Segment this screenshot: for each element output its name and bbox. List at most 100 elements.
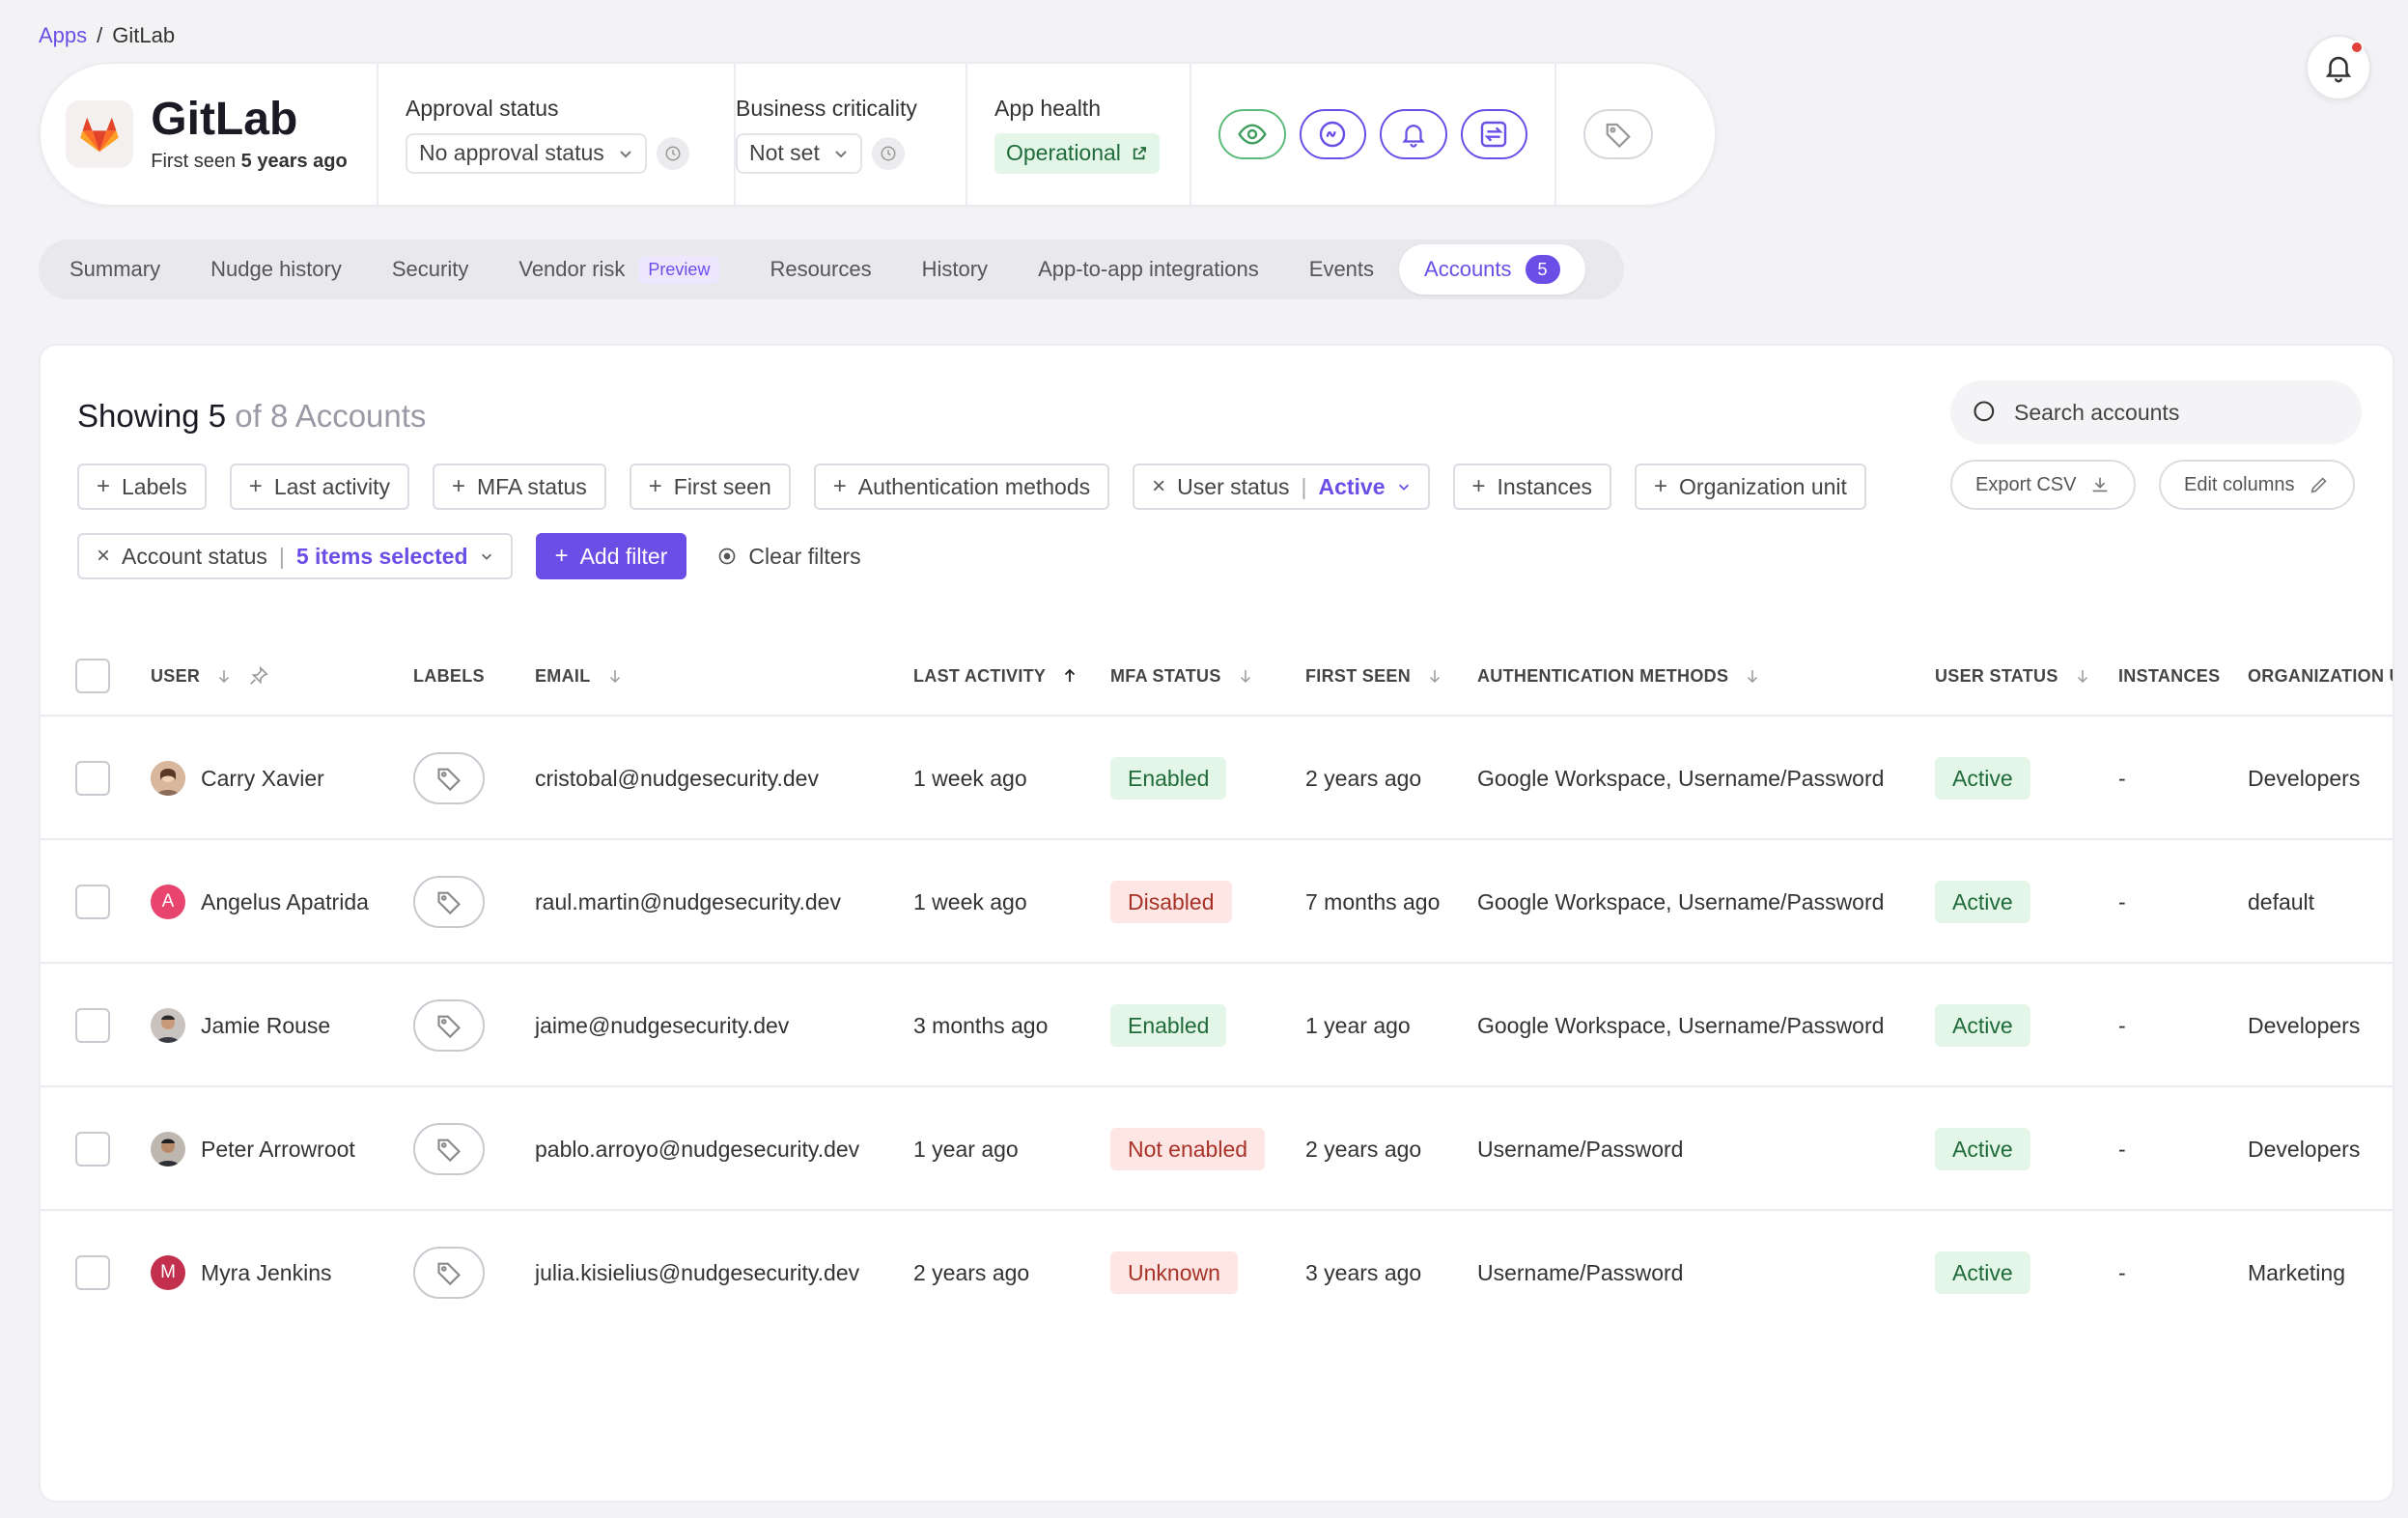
breadcrumb-apps-link[interactable]: Apps <box>39 23 88 47</box>
tab-resources[interactable]: Resources <box>770 257 872 281</box>
user-cell[interactable]: A Angelus Apatrida <box>151 840 369 964</box>
last-activity-cell: 1 week ago <box>913 888 1027 914</box>
filter-first-seen[interactable]: + First seen <box>629 464 791 510</box>
external-link-icon <box>1133 146 1146 159</box>
filter-last-activity[interactable]: + Last activity <box>229 464 409 510</box>
approval-status-section: Approval status No approval status <box>378 64 736 205</box>
tag-icon <box>437 768 461 792</box>
add-label-button[interactable] <box>413 1247 485 1299</box>
select-all-checkbox[interactable] <box>75 659 110 693</box>
column-user[interactable]: USER <box>151 635 269 717</box>
download-icon <box>2093 477 2108 492</box>
avatar <box>151 761 185 796</box>
alert-button[interactable] <box>1380 109 1447 159</box>
tab-nudge-history[interactable]: Nudge history <box>210 257 342 281</box>
add-label-button[interactable] <box>413 999 485 1052</box>
edit-columns-button[interactable]: Edit columns <box>2159 460 2355 510</box>
column-mfa-status[interactable]: MFA STATUS <box>1110 635 1254 717</box>
filter-instances[interactable]: + Instances <box>1452 464 1611 510</box>
org-unit-cell: Marketing <box>2248 1259 2345 1285</box>
labels-cell <box>413 717 485 840</box>
column-organization-unit: ORGANIZATION U <box>2248 665 2394 686</box>
last-activity-cell: 1 week ago <box>913 765 1027 791</box>
table-row[interactable]: Peter Arrowroot pablo.arroyo@nudgesecuri… <box>41 1087 2393 1211</box>
clear-filters-button[interactable]: Clear filters <box>710 533 869 579</box>
add-label-button[interactable] <box>1583 109 1653 159</box>
add-filter-button[interactable]: + Add filter <box>535 533 687 579</box>
auth-methods-cell: Username/Password <box>1477 1259 1684 1285</box>
table-row[interactable]: M Myra Jenkins julia.kisielius@nudgesecu… <box>41 1211 2393 1335</box>
user-cell[interactable]: Peter Arrowroot <box>151 1087 355 1211</box>
close-icon[interactable]: × <box>97 543 111 569</box>
sort-arrow-down-icon <box>2077 670 2087 684</box>
tab-security[interactable]: Security <box>391 257 469 281</box>
notification-dot <box>2350 41 2364 54</box>
business-criticality-select[interactable]: Not set <box>736 132 862 174</box>
row-checkbox[interactable] <box>75 1132 110 1167</box>
export-csv-button[interactable]: Export CSV <box>1950 460 2137 510</box>
search-accounts-input[interactable]: Search accounts <box>1950 380 2362 444</box>
tag-icon <box>1606 123 1631 149</box>
add-label-button[interactable] <box>413 752 485 804</box>
user-cell[interactable]: Jamie Rouse <box>151 964 330 1087</box>
filter-row-2: × Account status | 5 items selected + Add f… <box>77 533 869 579</box>
filter-organization-unit[interactable]: + Organization unit <box>1635 464 1866 510</box>
row-checkbox[interactable] <box>75 885 110 919</box>
table-row[interactable]: A Angelus Apatrida raul.martin@nudgesecu… <box>41 840 2393 964</box>
column-user-status[interactable]: USER STATUS <box>1935 635 2091 717</box>
nudge-button[interactable] <box>1299 109 1366 159</box>
tag-icon <box>437 1015 461 1039</box>
swap-icon <box>1481 121 1507 148</box>
user-cell[interactable]: M Myra Jenkins <box>151 1211 331 1335</box>
bell-icon <box>2325 56 2352 83</box>
filter-authentication-methods[interactable]: + Authentication methods <box>813 464 1110 510</box>
tab-accounts[interactable]: Accounts 5 <box>1399 244 1585 295</box>
table-row[interactable]: Carry Xavier cristobal@nudgesecurity.dev… <box>41 717 2393 840</box>
app-identity: GitLab First seen 5 years ago <box>41 64 378 205</box>
row-checkbox[interactable] <box>75 761 110 796</box>
integrations-button[interactable] <box>1460 109 1527 159</box>
user-status-cell: Active <box>1935 964 2030 1087</box>
tab-vendor-risk[interactable]: Vendor risk Preview <box>493 244 744 295</box>
table-row[interactable]: Jamie Rouse jaime@nudgesecurity.dev 3 mo… <box>41 964 2393 1087</box>
mfa-status-badge: Not enabled <box>1110 1128 1266 1170</box>
row-checkbox[interactable] <box>75 1255 110 1290</box>
first-seen-cell: 2 years ago <box>1305 1136 1422 1162</box>
app-health-status[interactable]: Operational <box>994 132 1160 174</box>
avatar <box>151 1132 185 1167</box>
filter-mfa-status[interactable]: + MFA status <box>432 464 606 510</box>
column-authentication-methods[interactable]: AUTHENTICATION METHODS <box>1477 635 1761 717</box>
auth-methods-cell: Google Workspace, Username/Password <box>1477 765 1885 791</box>
filter-user-status[interactable]: × User status | Active <box>1133 464 1430 510</box>
avatar <box>151 1008 185 1043</box>
approval-status-select[interactable]: No approval status <box>406 132 647 174</box>
pin-icon[interactable] <box>248 665 269 687</box>
user-cell[interactable]: Carry Xavier <box>151 717 324 840</box>
row-checkbox[interactable] <box>75 1008 110 1043</box>
filter-labels[interactable]: + Labels <box>77 464 207 510</box>
last-activity-cell: 2 years ago <box>913 1259 1030 1285</box>
close-icon[interactable]: × <box>1152 473 1166 499</box>
notifications-button[interactable] <box>2306 35 2371 100</box>
column-email[interactable]: EMAIL <box>535 635 624 717</box>
add-label-button[interactable] <box>413 1123 485 1175</box>
results-summary: Showing 5 of 8 Accounts <box>77 398 427 434</box>
column-last-activity[interactable]: LAST ACTIVITY <box>913 635 1078 717</box>
watch-app-button[interactable] <box>1218 109 1286 159</box>
clock-icon[interactable] <box>871 136 905 170</box>
business-criticality-section: Business criticality Not set <box>736 64 967 205</box>
column-first-seen[interactable]: FIRST SEEN <box>1305 635 1443 717</box>
tab-summary[interactable]: Summary <box>70 257 161 281</box>
tag-icon <box>437 891 461 915</box>
tab-app-to-app-integrations[interactable]: App-to-app integrations <box>1038 257 1259 281</box>
table-header: USER LABELS EMAIL LAST ACTIVITY MFA STAT… <box>41 635 2393 717</box>
clock-icon[interactable] <box>656 136 689 170</box>
sort-arrow-down-icon <box>219 670 230 684</box>
app-header: GitLab First seen 5 years ago Approval s… <box>39 62 1717 207</box>
add-label-button[interactable] <box>413 876 485 928</box>
tab-history[interactable]: History <box>921 257 989 281</box>
filter-account-status[interactable]: × Account status | 5 items selected <box>77 533 513 579</box>
last-activity-cell: 1 year ago <box>913 1136 1019 1162</box>
tab-events[interactable]: Events <box>1308 257 1375 281</box>
org-unit-cell: Developers <box>2248 765 2361 791</box>
